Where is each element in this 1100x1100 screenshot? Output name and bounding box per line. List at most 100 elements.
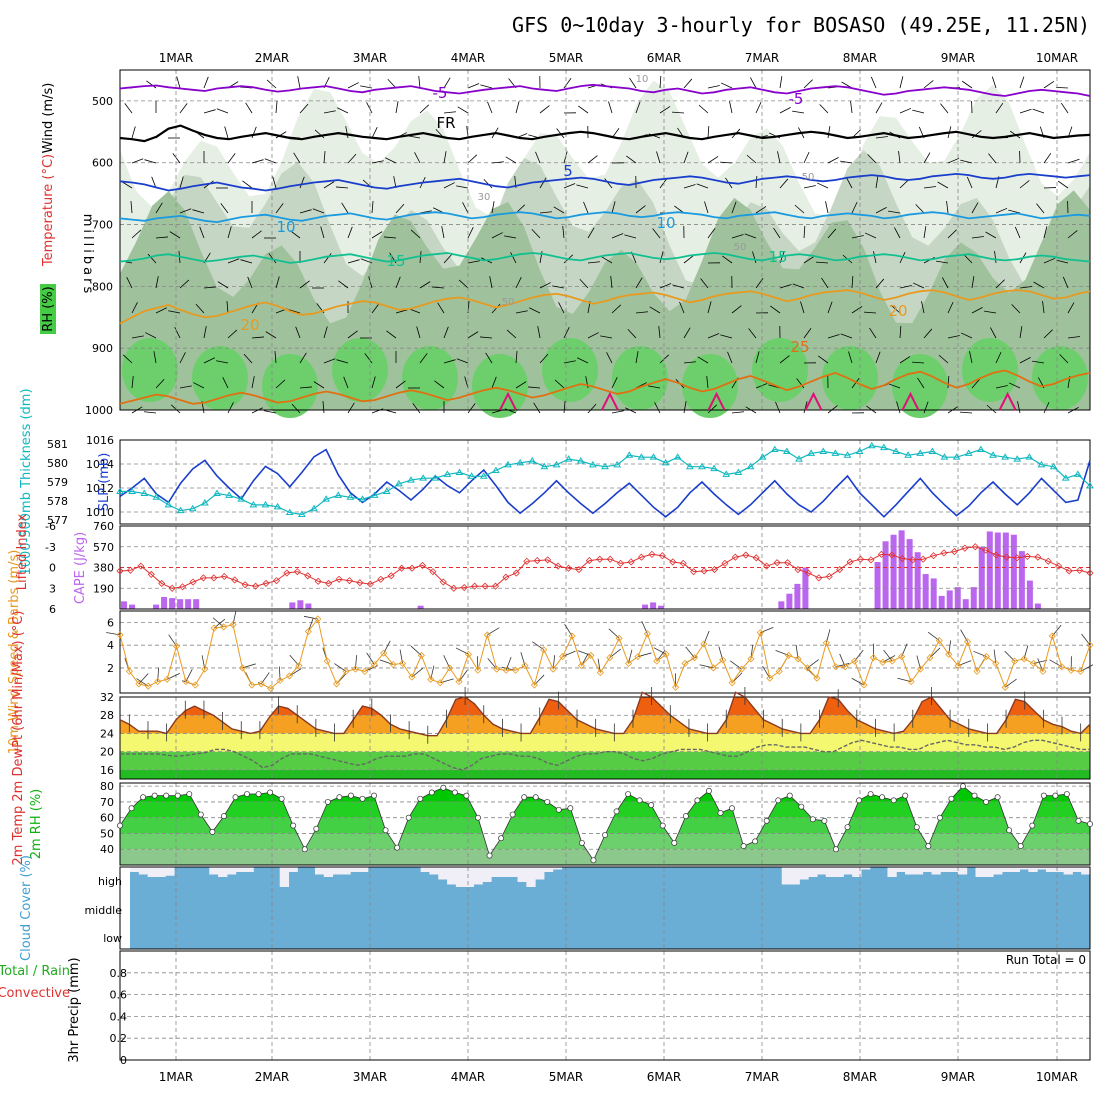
wind-barb [320,226,325,239]
wind-barb [608,101,613,114]
wind-barb [888,210,901,214]
thickness-point [904,451,913,458]
li-point [377,575,385,583]
wind-barb [480,336,493,339]
cloud-high-gap [1054,867,1065,872]
cloud-high-gap [1063,867,1073,875]
wind-barb [179,103,188,114]
wind-barb [299,209,312,214]
wind-speed-point [323,657,331,665]
wind-barb [875,351,881,364]
thickness-point [479,472,488,479]
li-point [325,579,333,587]
wind-barb [921,301,925,314]
temp-contour-FR [119,124,1091,143]
wind-barb [395,203,405,214]
wind-barb [851,276,854,289]
wind-barb [491,201,495,214]
precip-tick-label: 0.6 [110,989,128,1002]
wind-barb [960,332,973,339]
wind-barb [706,376,709,389]
wind-speed-point [559,652,567,661]
rh-point [186,791,193,797]
wind-barb [696,183,709,189]
wind-speed-point [850,657,859,665]
cloud-high-gap [517,867,527,882]
rh-high-area [472,354,528,418]
temp-ylabel: 2m Temp 2m DewPt (6hr Min/Max) (°C) [11,611,26,866]
wind-barb [558,302,565,314]
wind-barb [1067,302,1075,314]
wind-barb [583,201,589,214]
wind-speed-point [672,683,680,691]
wind-speed-point [916,665,925,673]
wind-barb [635,351,639,364]
rh-point [1087,821,1093,827]
wind-speed-point [982,652,990,661]
wind-barb [683,361,696,364]
wind-barb [604,178,613,189]
li-point [126,566,134,574]
rh-point [197,811,204,818]
wind-speed-point [1029,659,1038,667]
cloud-high-gap [861,867,871,870]
wind-speed-point [1048,632,1056,640]
li-point [846,558,854,566]
wind-speed-point [813,674,821,682]
wind-speed-point [295,662,303,670]
wind-barb [151,176,157,189]
wind-barb [227,226,232,239]
li-point [439,578,447,586]
li-point [763,562,771,570]
wind-speed-point [182,678,190,686]
wind-speed-point [653,657,661,665]
wind-barb [395,309,408,314]
thickness-point [152,493,161,500]
wind-barb [912,109,925,114]
cloud-high-gap [913,867,924,875]
wind-barb [203,76,209,89]
wind-barb [659,283,672,289]
wind-barb [966,176,973,189]
li-point [366,580,374,588]
wind-barb [1008,382,1021,389]
cloud-high-gap [279,867,290,887]
date-label-top: 3MAR [353,51,388,65]
wind-barb [336,359,349,364]
wind-barb [870,76,877,89]
rh-point [602,832,608,838]
legend-rh-swatch [40,284,56,334]
wind-barb [443,253,453,264]
wind-barb [347,402,355,414]
rh-contour-label: 10 [636,74,649,85]
cloud-high-gap [447,867,457,885]
wind-barb [796,378,805,389]
wind-barb [827,405,838,414]
rh-point [844,824,851,831]
wind-barb [923,186,936,189]
wind-barb [683,327,691,339]
wind-speed-point [163,675,171,683]
thickness-point [989,451,997,458]
wind-speed-point [493,665,501,673]
wind-barb [827,301,833,314]
wind-barb [515,381,527,389]
li-point [231,576,239,584]
wind-barb [323,181,335,189]
wind-barb [611,410,624,414]
wind-barb [917,377,925,389]
wind-barb [371,201,374,214]
wind-barb [899,356,911,364]
wind-barb [299,176,305,189]
rh-point [659,822,666,829]
rh-point [440,784,447,791]
contour-30-spike [998,391,1017,411]
wind-barb [337,107,349,114]
wind-speed-point [135,680,143,688]
rh-point [1017,843,1024,850]
wind-barb [467,331,479,339]
cloud-high-gap [350,867,360,872]
wind-barb [649,306,661,314]
wind-barb [947,157,960,164]
rh-contour-label: 30 [478,192,491,203]
